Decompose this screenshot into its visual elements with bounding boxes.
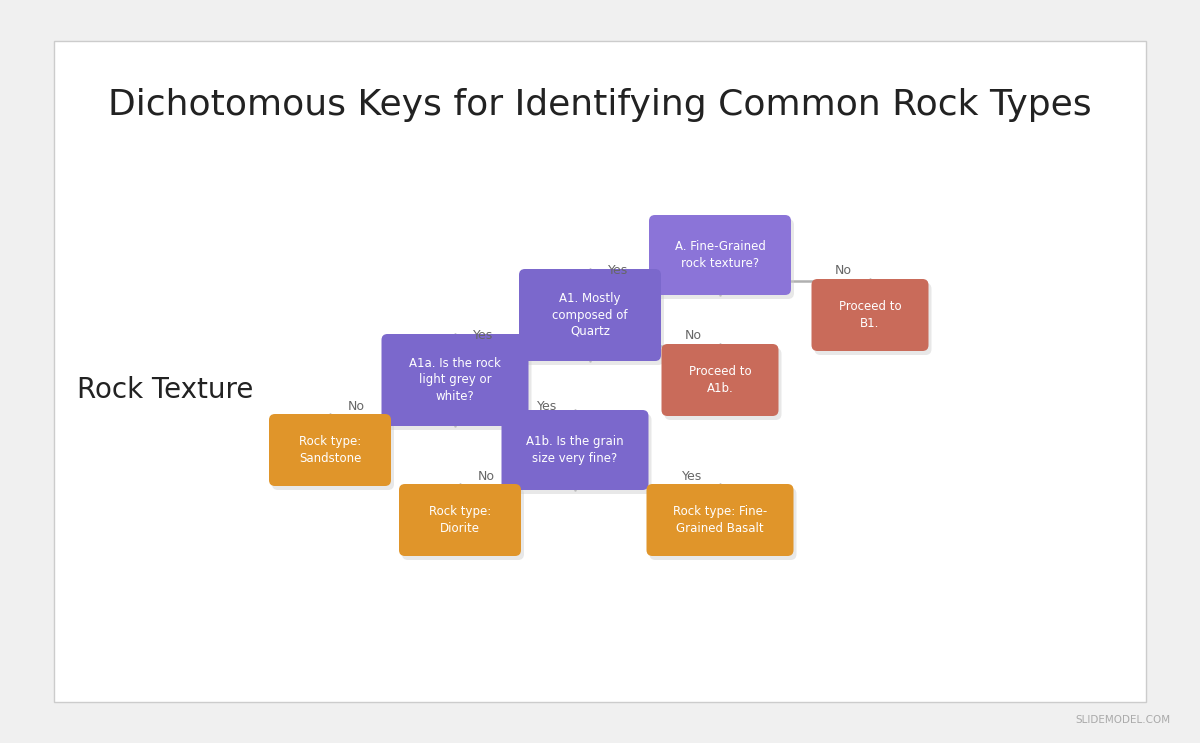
FancyBboxPatch shape (652, 219, 794, 299)
Text: A1b. Is the grain
size very fine?: A1b. Is the grain size very fine? (526, 435, 624, 465)
FancyBboxPatch shape (402, 488, 524, 560)
FancyBboxPatch shape (520, 269, 661, 361)
Text: Dichotomous Keys for Identifying Common Rock Types: Dichotomous Keys for Identifying Common … (108, 88, 1092, 122)
Text: Rock Texture: Rock Texture (77, 376, 253, 404)
FancyBboxPatch shape (647, 484, 793, 556)
FancyBboxPatch shape (649, 215, 791, 295)
FancyBboxPatch shape (269, 414, 391, 486)
FancyBboxPatch shape (522, 273, 664, 365)
FancyBboxPatch shape (661, 344, 779, 416)
FancyBboxPatch shape (384, 338, 532, 430)
FancyBboxPatch shape (382, 334, 528, 426)
Text: Yes: Yes (473, 329, 493, 342)
Text: Yes: Yes (536, 400, 557, 413)
Text: No: No (478, 470, 496, 483)
FancyBboxPatch shape (504, 414, 652, 494)
Text: Rock type:
Diorite: Rock type: Diorite (428, 505, 491, 535)
Text: A1. Mostly
composed of
Quartz: A1. Mostly composed of Quartz (552, 292, 628, 338)
Text: Rock type:
Sandstone: Rock type: Sandstone (299, 435, 361, 465)
Text: A1a. Is the rock
light grey or
white?: A1a. Is the rock light grey or white? (409, 357, 500, 403)
Text: Yes: Yes (608, 264, 629, 276)
Text: Proceed to
A1b.: Proceed to A1b. (689, 366, 751, 395)
Text: No: No (685, 329, 702, 342)
Text: Yes: Yes (682, 470, 702, 483)
Text: A. Fine-Grained
rock texture?: A. Fine-Grained rock texture? (674, 240, 766, 270)
FancyBboxPatch shape (649, 488, 797, 560)
Text: Proceed to
B1.: Proceed to B1. (839, 300, 901, 330)
FancyBboxPatch shape (502, 410, 648, 490)
Text: No: No (348, 400, 365, 413)
Text: Rock type: Fine-
Grained Basalt: Rock type: Fine- Grained Basalt (673, 505, 767, 535)
FancyBboxPatch shape (811, 279, 929, 351)
FancyBboxPatch shape (272, 418, 394, 490)
FancyBboxPatch shape (665, 348, 781, 420)
FancyBboxPatch shape (398, 484, 521, 556)
Text: No: No (835, 264, 852, 276)
Text: SLIDEMODEL.COM: SLIDEMODEL.COM (1075, 715, 1170, 725)
FancyBboxPatch shape (815, 283, 931, 355)
